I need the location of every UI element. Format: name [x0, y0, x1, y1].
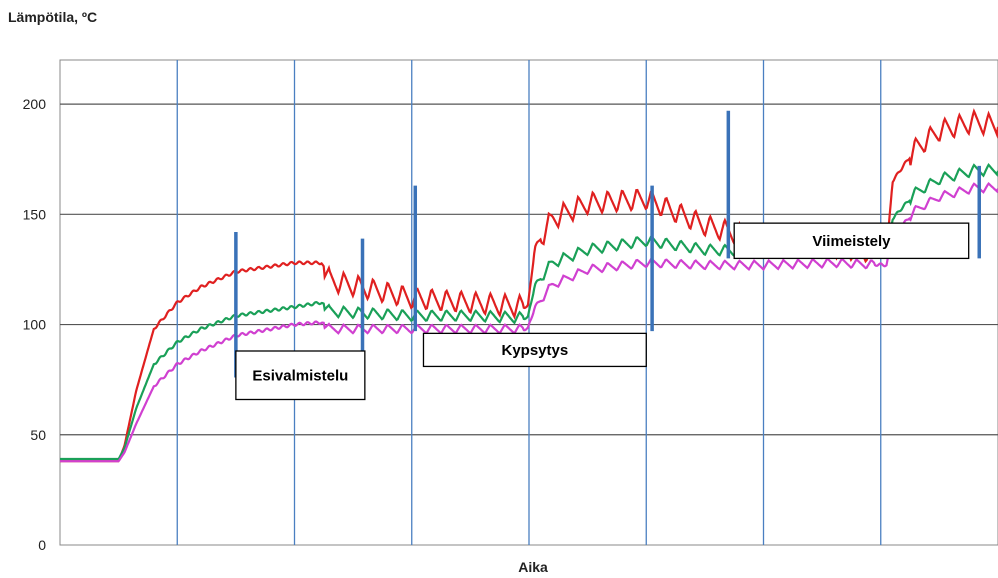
y-axis-title: Lämpötila, ºC	[8, 9, 97, 25]
series-line	[60, 181, 998, 463]
phase-label-2: Kypsytys	[422, 332, 647, 368]
x-axis-title: Aika	[518, 559, 548, 575]
phase-box	[422, 332, 647, 368]
y-tick-label: 50	[30, 427, 46, 443]
phase-label-3: Viimeistely	[733, 222, 970, 260]
phase-box	[733, 222, 970, 260]
phase-label-text: Esivalmistelu	[252, 367, 348, 384]
y-tick-label: 0	[38, 537, 46, 553]
phase-box	[235, 350, 366, 401]
phase-label-text: Kypsytys	[502, 342, 569, 359]
phase-labels: Esivalmistelu Kypsytys Viimeistely	[235, 222, 970, 401]
phase-label-text: Viimeistely	[812, 233, 891, 250]
y-tick-label: 200	[23, 96, 47, 112]
y-tick-label: 100	[23, 317, 47, 333]
phase-label-1: Esivalmistelu	[235, 350, 366, 401]
y-tick-labels: 0 50 100 150 200	[23, 96, 47, 553]
y-tick-label: 150	[23, 206, 47, 222]
